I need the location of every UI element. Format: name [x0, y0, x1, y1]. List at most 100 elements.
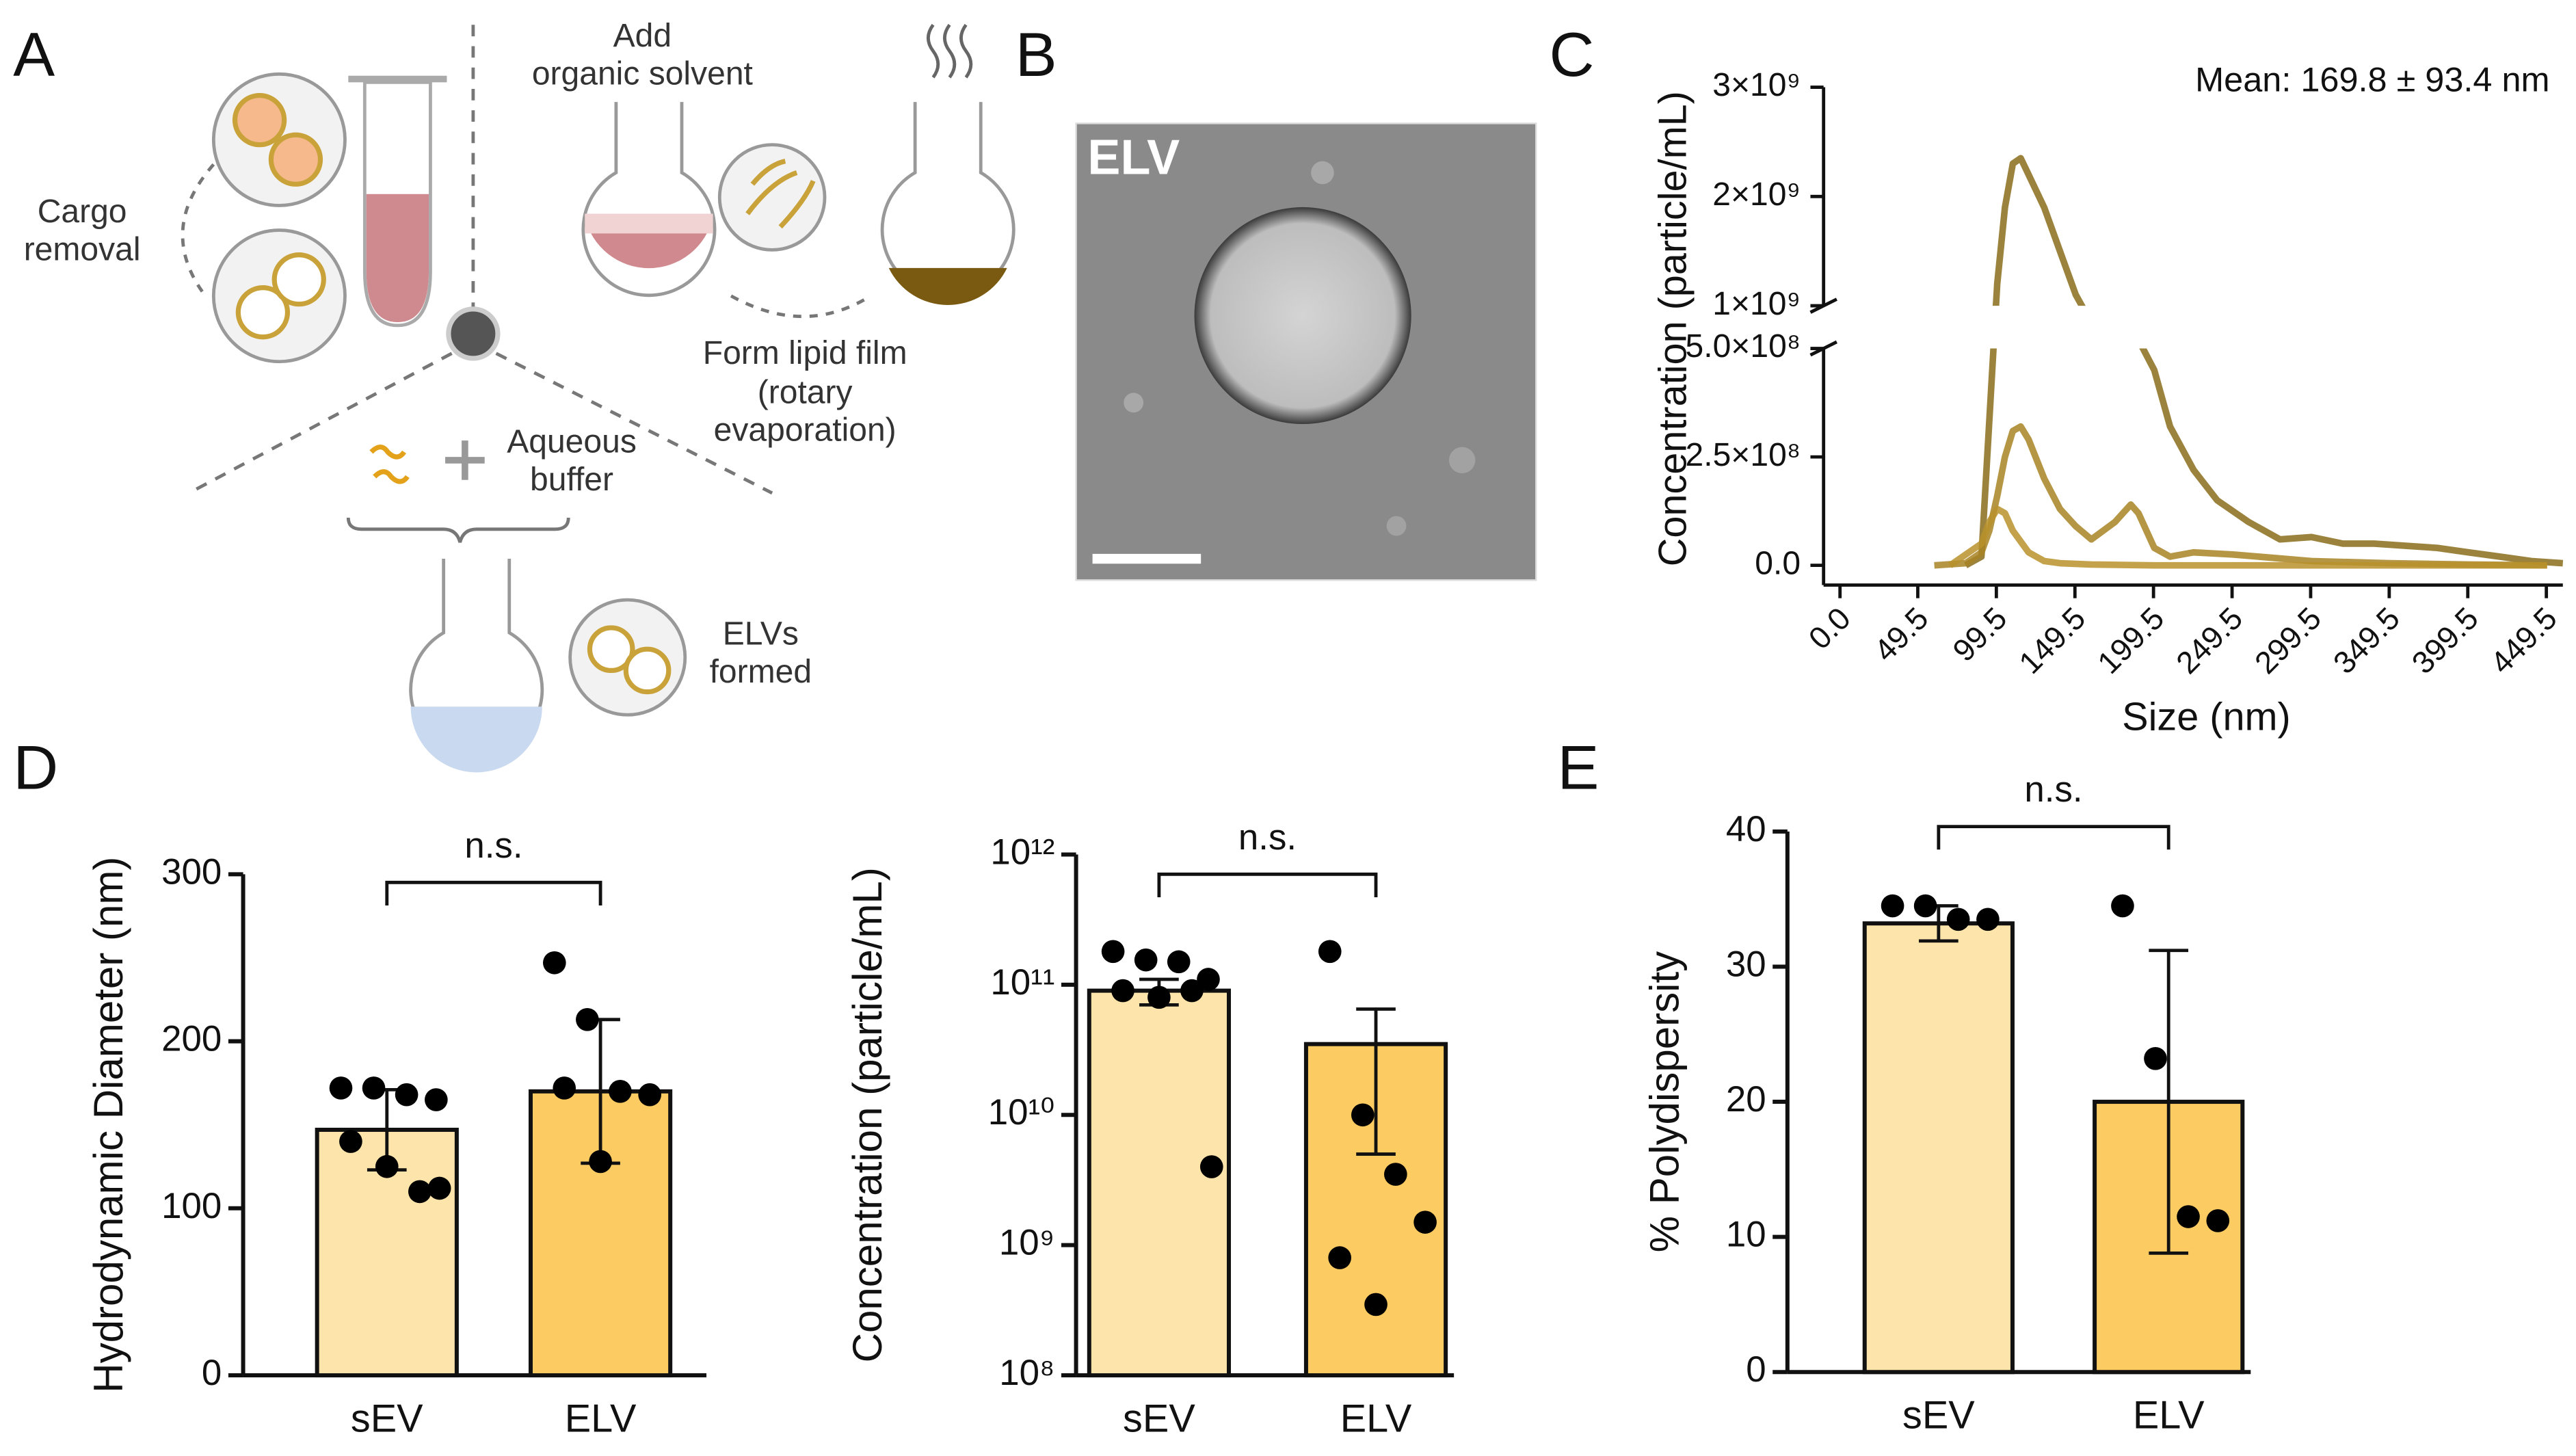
y-tick-label: 10¹² — [990, 832, 1054, 872]
data-point — [1946, 908, 1970, 931]
data-point — [1351, 1103, 1375, 1127]
x-tick-label: ELV — [565, 1397, 637, 1441]
data-point — [1111, 979, 1134, 1003]
label: (rotary — [758, 374, 853, 410]
label: Form lipid film — [703, 335, 907, 371]
y-tick-label: 10 — [1726, 1215, 1766, 1255]
vesicle — [1194, 207, 1411, 425]
y-axis-label: Concentration (particle/mL) — [845, 867, 890, 1362]
x-tick-label: ELV — [1340, 1397, 1412, 1441]
y-axis-label: Hydrodynamic Diameter (nm) — [85, 857, 131, 1393]
data-point — [1384, 1163, 1407, 1186]
lipid-icon — [745, 159, 816, 229]
panel-labels: A B C D E — [13, 20, 1599, 803]
y-tick-label: 10⁸ — [999, 1353, 1054, 1393]
data-point — [1167, 950, 1191, 974]
panel-label: E — [1557, 732, 1599, 802]
flask-fill — [410, 706, 542, 773]
divider — [188, 352, 453, 495]
data-point — [1318, 940, 1342, 964]
arrow — [730, 294, 872, 319]
y-tick-label: 2.5×10⁸ — [1686, 437, 1801, 473]
rotor — [446, 306, 501, 361]
y-tick-label: 2×10⁹ — [1712, 176, 1801, 213]
y-tick-label: 5.0×10⁸ — [1686, 328, 1801, 365]
data-point — [1134, 948, 1158, 972]
vesicle-icon — [271, 252, 326, 307]
vesicle-icon — [587, 625, 635, 674]
x-tick-label: 0.0 — [1802, 600, 1857, 656]
plus — [445, 440, 485, 480]
vesicle-icon — [268, 132, 323, 187]
x-tick-label: 449.5 — [2484, 600, 2564, 680]
data-point — [375, 1154, 399, 1178]
y-tick-label: 200 — [161, 1019, 222, 1059]
y-tick-label: 30 — [1726, 944, 1766, 984]
x-tick-label: 249.5 — [2169, 600, 2249, 680]
size-distribution — [1964, 155, 2564, 568]
charts: 0.0 49.5 99.5149.5199.5249.5299.5349.5399.… — [85, 60, 2564, 1441]
solvent-layer — [585, 213, 713, 234]
data-point — [1328, 1246, 1351, 1269]
x-tick-label: sEV — [351, 1397, 423, 1441]
panel-label: D — [13, 732, 58, 802]
y-tick-label: 3×10⁹ — [1712, 67, 1801, 103]
data-point — [329, 1076, 353, 1100]
panel-label: A — [13, 20, 55, 90]
y-tick-label: 100 — [161, 1186, 222, 1226]
data-point — [2177, 1205, 2200, 1228]
label: evaporation) — [714, 412, 897, 449]
y-tick-label: 0 — [1746, 1349, 1766, 1390]
particle — [1311, 161, 1334, 185]
data-point — [553, 1076, 576, 1100]
data-point — [1913, 894, 1937, 918]
x-tick-label: 49.5 — [1868, 600, 1935, 668]
x-tick-label: sEV — [1902, 1394, 1975, 1438]
x-axis-label: Size (nm) — [2122, 696, 2291, 739]
y-tick-label: 1×10⁹ — [1712, 286, 1801, 322]
data-point — [2206, 1209, 2230, 1232]
data-point — [1881, 894, 1904, 918]
data-point — [576, 1007, 599, 1031]
panel-label: C — [1549, 20, 1594, 90]
lipid-film — [888, 267, 1007, 306]
x-tick-label: 99.5 — [1946, 600, 2014, 668]
annotation: n.s. — [464, 825, 522, 866]
x-tick-label: 149.5 — [2013, 600, 2093, 680]
data-point — [339, 1130, 362, 1153]
label: removal — [24, 231, 141, 267]
y-axis-label: Concentration (particle/mL) — [1651, 91, 1695, 566]
arrow — [181, 163, 215, 297]
x-tick-label: 399.5 — [2405, 600, 2485, 680]
particle — [1448, 447, 1476, 474]
vapor — [926, 23, 973, 79]
data-point — [1147, 985, 1171, 1009]
bar — [1303, 1042, 1448, 1378]
data-point — [1976, 908, 2000, 931]
y-tick-label: 0.0 — [1755, 545, 1801, 581]
data-point — [425, 1088, 448, 1111]
chart-title: Mean: 169.8 ± 93.4 nm — [2195, 60, 2549, 99]
x-tick-label: 199.5 — [2091, 600, 2171, 680]
error-bar — [2149, 949, 2189, 1255]
size-distribution — [1948, 505, 2547, 569]
tube-fill — [366, 194, 429, 323]
data-point — [609, 1080, 632, 1103]
panel-label: B — [1015, 20, 1057, 90]
data-point — [543, 951, 566, 975]
vesicle-icon — [623, 646, 672, 695]
vesicle-icon — [235, 285, 291, 340]
data-point — [1197, 968, 1220, 991]
particle — [1386, 516, 1407, 536]
label: organic solvent — [532, 55, 753, 92]
y-tick-label: 10¹¹ — [990, 962, 1054, 1003]
divider — [495, 352, 773, 495]
y-tick-label: 300 — [161, 851, 222, 892]
significance-bracket — [385, 880, 602, 905]
data-point — [1364, 1293, 1387, 1316]
vesicle-icon — [232, 92, 287, 148]
image-label: ELV — [1087, 131, 1180, 185]
particle — [1124, 393, 1144, 413]
y-axis-label: % Polydispersity — [1641, 951, 1687, 1253]
